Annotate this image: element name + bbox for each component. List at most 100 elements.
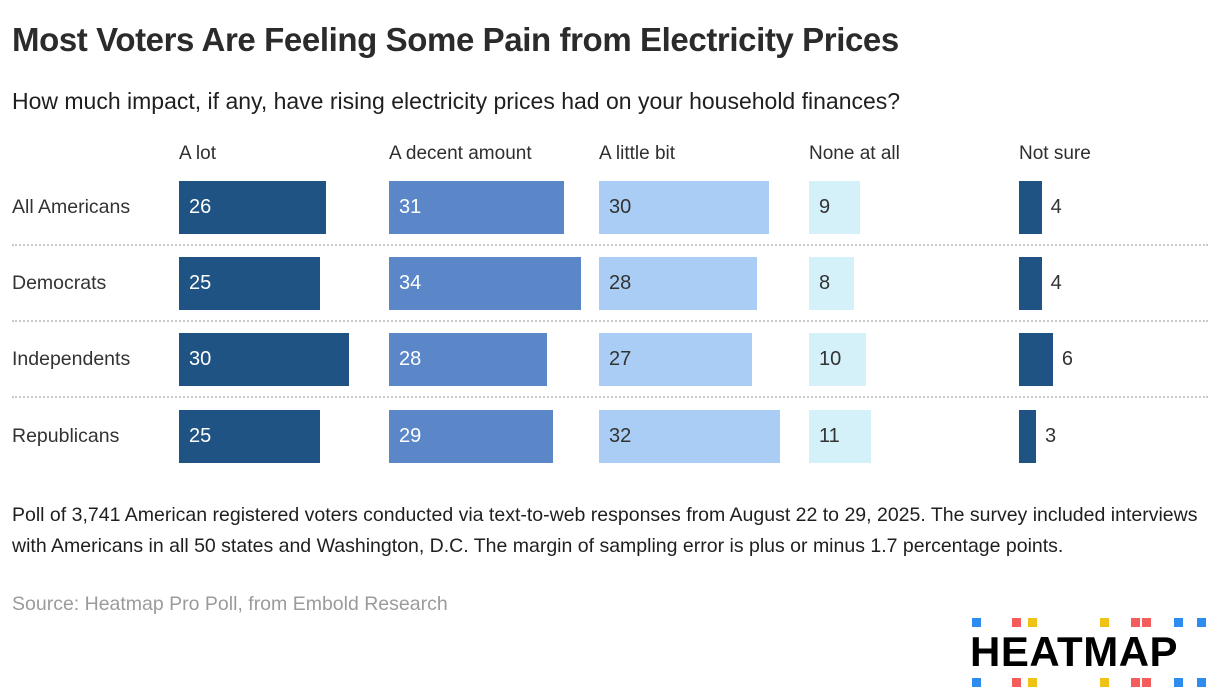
bar-value-all-americans-a-decent-amount: 31 xyxy=(399,195,422,218)
logo-square-red-5 xyxy=(1142,618,1151,627)
bar-cell-republicans-not-sure: 3 xyxy=(1019,409,1220,463)
bar-value-democrats-a-decent-amount: 34 xyxy=(399,271,422,294)
bar-value-all-americans-not-sure: 4 xyxy=(1050,195,1062,218)
row-label-republicans: Republicans xyxy=(12,424,120,447)
logo-square-red-1 xyxy=(1012,618,1021,627)
bar-cell-independents-a-lot: 30 xyxy=(179,332,389,386)
bar-cell-independents-none-at-all: 10 xyxy=(809,332,1019,386)
bar-cell-all-americans-none-at-all: 9 xyxy=(809,180,1019,234)
logo-square-red-4 xyxy=(1131,618,1140,627)
bar-cell-independents-a-little-bit: 27 xyxy=(599,332,809,386)
source-credit: Source: Heatmap Pro Poll, from Embold Re… xyxy=(12,593,448,616)
chart-row-all-americans: All Americans 26 31 30 9 4 xyxy=(12,170,1208,247)
logo-square-red-5 xyxy=(1142,678,1151,687)
bar-value-republicans-a-lot: 25 xyxy=(189,424,212,447)
bar-republicans-a-decent-amount: 29 xyxy=(389,409,553,463)
row-label-independents: Independents xyxy=(12,347,131,370)
bar-democrats-a-decent-amount: 34 xyxy=(389,256,582,310)
heatmap-logo: HEATMAP xyxy=(970,618,1208,687)
chart-row-republicans: Republicans 25 29 32 11 3 xyxy=(12,398,1208,474)
bar-value-all-americans-none-at-all: 9 xyxy=(819,195,831,218)
bar-cell-all-americans-a-little-bit: 30 xyxy=(599,180,809,234)
logo-square-blue-6 xyxy=(1174,678,1183,687)
bar-value-democrats-not-sure: 4 xyxy=(1050,271,1062,294)
logo-wordmark: HEATMAP xyxy=(970,628,1179,675)
bar-cell-republicans-none-at-all: 11 xyxy=(809,409,1019,463)
methodology-note: Poll of 3,741 American registered voters… xyxy=(12,504,1198,558)
logo-square-blue-0 xyxy=(972,618,981,627)
bar-all-americans-a-lot: 26 xyxy=(179,180,326,234)
bar-independents-a-decent-amount: 28 xyxy=(389,332,548,386)
bar-value-all-americans-a-little-bit: 30 xyxy=(609,195,632,218)
bar-value-democrats-a-little-bit: 28 xyxy=(609,271,632,294)
bar-democrats-not-sure xyxy=(1019,256,1042,310)
logo-square-blue-6 xyxy=(1174,618,1183,627)
bar-value-independents-a-lot: 30 xyxy=(189,347,212,370)
bar-independents-none-at-all: 10 xyxy=(809,332,866,386)
bar-cell-all-americans-a-decent-amount: 31 xyxy=(389,180,599,234)
bar-cell-independents-a-decent-amount: 28 xyxy=(389,332,599,386)
bar-all-americans-a-little-bit: 30 xyxy=(599,180,769,234)
bar-independents-not-sure xyxy=(1019,332,1053,386)
bar-independents-a-lot: 30 xyxy=(179,332,349,386)
bar-value-republicans-not-sure: 3 xyxy=(1044,424,1057,447)
bar-value-independents-a-little-bit: 27 xyxy=(609,347,632,370)
bar-value-republicans-a-decent-amount: 29 xyxy=(399,424,422,447)
chart-row-democrats: Democrats 25 34 28 8 4 xyxy=(12,246,1208,323)
logo-square-yellow-3 xyxy=(1100,618,1109,627)
bar-independents-a-little-bit: 27 xyxy=(599,332,752,386)
bar-cell-republicans-a-little-bit: 32 xyxy=(599,409,809,463)
bar-republicans-a-lot: 25 xyxy=(179,409,321,463)
logo-square-yellow-3 xyxy=(1100,678,1109,687)
bar-cell-independents-not-sure: 6 xyxy=(1019,332,1220,386)
logo-square-blue-0 xyxy=(972,678,981,687)
bar-value-all-americans-a-lot: 26 xyxy=(189,195,212,218)
bar-cell-republicans-a-lot: 25 xyxy=(179,409,389,463)
logo-squares-top-row xyxy=(970,618,1208,627)
bar-value-democrats-none-at-all: 8 xyxy=(819,271,831,294)
bar-cell-democrats-a-decent-amount: 34 xyxy=(389,256,599,310)
bar-cell-all-americans-not-sure: 4 xyxy=(1019,180,1220,234)
bar-cell-republicans-a-decent-amount: 29 xyxy=(389,409,599,463)
bar-all-americans-a-decent-amount: 31 xyxy=(389,180,565,234)
bar-value-republicans-none-at-all: 11 xyxy=(819,424,840,447)
logo-square-blue-7 xyxy=(1197,678,1206,687)
column-header-a-lot: A lot xyxy=(179,143,216,165)
chart-subtitle-question: How much impact, if any, have rising ele… xyxy=(12,87,901,114)
logo-squares-bottom-row xyxy=(970,678,1208,687)
logo-square-blue-7 xyxy=(1197,618,1206,627)
logo-square-red-4 xyxy=(1131,678,1140,687)
column-headers-row: A lot A decent amount A little bit None at … xyxy=(12,143,1208,167)
page: Most Voters Are Feeling Some Pain from E… xyxy=(12,21,1208,616)
bar-all-americans-none-at-all: 9 xyxy=(809,180,860,234)
logo-square-yellow-2 xyxy=(1028,678,1037,687)
bar-republicans-a-little-bit: 32 xyxy=(599,409,780,463)
bar-all-americans-not-sure xyxy=(1019,180,1042,234)
logo-square-red-1 xyxy=(1012,678,1021,687)
bar-democrats-a-little-bit: 28 xyxy=(599,256,758,310)
poll-bar-chart: A lot A decent amount A little bit None at … xyxy=(12,143,1208,474)
bar-republicans-not-sure xyxy=(1019,409,1036,463)
bar-value-independents-not-sure: 6 xyxy=(1061,347,1074,370)
column-header-a-decent-amount: A decent amount xyxy=(389,143,532,165)
bar-cell-democrats-a-lot: 25 xyxy=(179,256,389,310)
bar-value-independents-none-at-all: 10 xyxy=(819,347,842,370)
bar-cell-democrats-none-at-all: 8 xyxy=(809,256,1019,310)
row-label-democrats: Democrats xyxy=(12,271,107,294)
page-title: Most Voters Are Feeling Some Pain from E… xyxy=(12,21,899,58)
row-label-spacer xyxy=(12,165,179,167)
column-header-not-sure: Not sure xyxy=(1019,143,1091,165)
bar-republicans-none-at-all: 11 xyxy=(809,409,872,463)
column-header-a-little-bit: A little bit xyxy=(599,143,676,165)
column-header-none-at-all: None at all xyxy=(809,143,900,165)
bar-cell-all-americans-a-lot: 26 xyxy=(179,180,389,234)
bar-democrats-none-at-all: 8 xyxy=(809,256,855,310)
bar-democrats-a-lot: 25 xyxy=(179,256,321,310)
chart-rows: All Americans 26 31 30 9 4 Democrats 25 34 28 8 4 In… xyxy=(12,170,1208,474)
bar-cell-democrats-a-little-bit: 28 xyxy=(599,256,809,310)
bar-cell-democrats-not-sure: 4 xyxy=(1019,256,1220,310)
bar-value-republicans-a-little-bit: 32 xyxy=(609,424,632,447)
bar-value-independents-a-decent-amount: 28 xyxy=(399,347,422,370)
logo-square-yellow-2 xyxy=(1028,618,1037,627)
bar-value-democrats-a-lot: 25 xyxy=(189,271,212,294)
